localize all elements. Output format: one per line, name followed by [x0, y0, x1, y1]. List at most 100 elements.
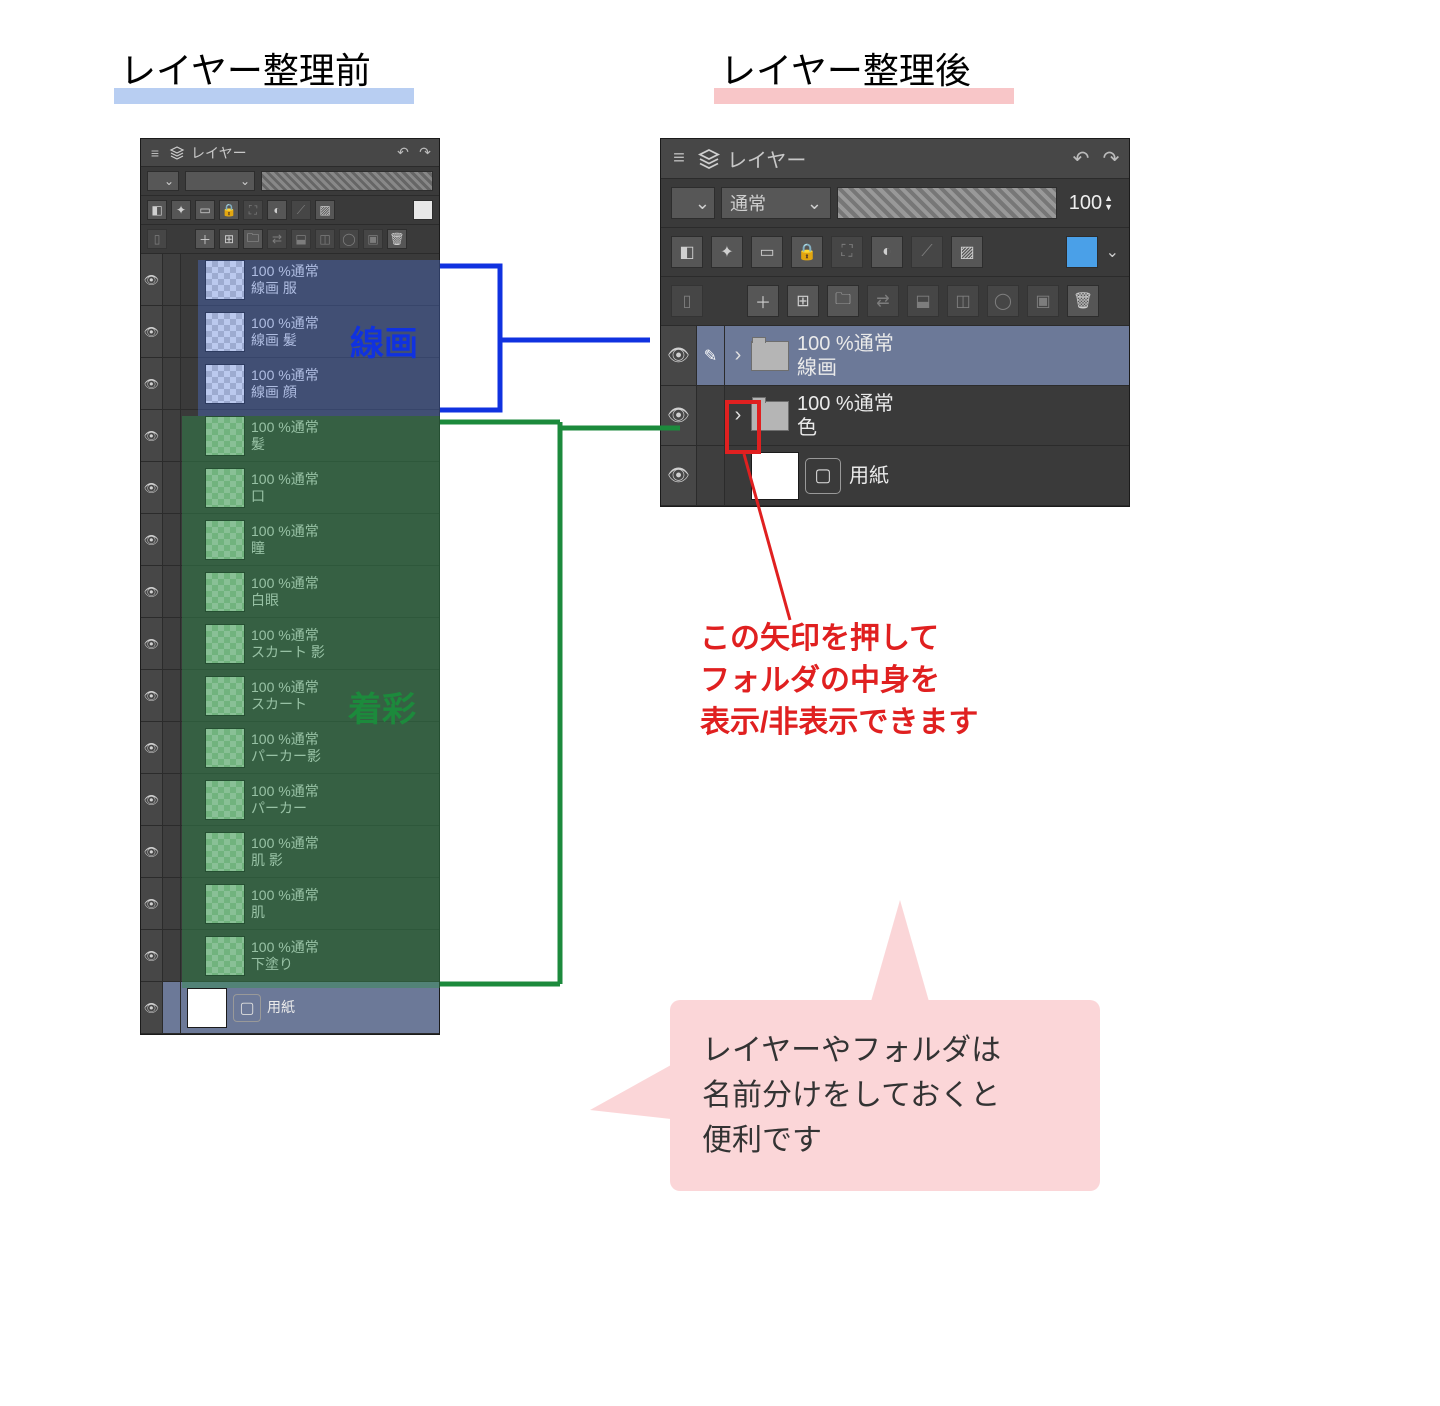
undo-icon[interactable]: ↶ — [1069, 147, 1093, 171]
opacity-value[interactable]: 100▲▼ — [1063, 192, 1119, 215]
lock-col[interactable] — [163, 566, 181, 617]
ruler-icon[interactable]: ⟋ — [911, 236, 943, 268]
fx-icon[interactable]: ▨ — [951, 236, 983, 268]
transfer-icon[interactable]: ⇄ — [267, 229, 287, 249]
ref-icon[interactable]: ✦ — [171, 200, 191, 220]
menu-icon[interactable]: ≡ — [147, 145, 163, 161]
ruler-icon[interactable]: ⟋ — [291, 200, 311, 220]
combine-icon[interactable]: ◫ — [947, 285, 979, 317]
layer-row[interactable]: 👁 100 %通常下塗り — [141, 930, 439, 982]
layer-row[interactable]: 👁 100 %通常パーカー — [141, 774, 439, 826]
expand-icon[interactable]: ⛶ — [831, 236, 863, 268]
blend-opacity-row: ⌄ 通常⌄ 100▲▼ — [661, 179, 1129, 228]
apply-mask-icon[interactable]: ▣ — [363, 229, 383, 249]
lock-col[interactable] — [163, 982, 181, 1033]
layer-row[interactable]: 👁 100 %通常線画 顔 — [141, 358, 439, 410]
lock-col[interactable] — [163, 670, 181, 721]
lock-col[interactable] — [697, 386, 725, 445]
mask2-icon[interactable]: ◯ — [987, 285, 1019, 317]
lock-col[interactable] — [163, 826, 181, 877]
paper-layer-row[interactable]: 👁 ▢ 用紙 — [661, 446, 1129, 506]
visibility-icon[interactable]: 👁 — [141, 982, 163, 1033]
new-folder-icon[interactable]: 🗀 — [243, 229, 263, 249]
new-layer2-icon[interactable]: ⊞ — [787, 285, 819, 317]
palette-color-dropdown[interactable]: ⌄ — [147, 171, 179, 191]
layer-color-icon[interactable] — [1066, 236, 1098, 268]
expand-icon[interactable]: ⛶ — [243, 200, 263, 220]
lock-col[interactable] — [163, 722, 181, 773]
visibility-icon[interactable]: 👁 — [141, 618, 163, 669]
lock-col[interactable] — [163, 774, 181, 825]
underline-before — [114, 88, 414, 104]
mask2-icon[interactable]: ◯ — [339, 229, 359, 249]
chevron-right-icon[interactable]: › — [725, 344, 751, 367]
clip-icon[interactable]: ◧ — [147, 200, 167, 220]
edit-indicator-icon[interactable]: ✎ — [697, 326, 725, 385]
lock-col[interactable] — [163, 930, 181, 981]
new-layer-icon[interactable]: ＋ — [195, 229, 215, 249]
visibility-icon[interactable]: 👁 — [141, 514, 163, 565]
fx-icon[interactable]: ▨ — [315, 200, 335, 220]
blend-mode-dropdown[interactable]: 通常⌄ — [721, 187, 831, 219]
visibility-icon[interactable]: 👁 — [141, 878, 163, 929]
draft-icon[interactable]: ▭ — [751, 236, 783, 268]
lock-col[interactable] — [163, 358, 181, 409]
lock-col[interactable] — [163, 306, 181, 357]
paper-layer-row[interactable]: 👁 ▢ 用紙 — [141, 982, 439, 1034]
palette-color-dropdown[interactable]: ⌄ — [671, 187, 715, 219]
blend-mode-dropdown[interactable]: ⌄ — [185, 171, 255, 191]
lock-col[interactable] — [697, 446, 725, 505]
redo-icon[interactable]: ↷ — [417, 145, 433, 161]
visibility-icon[interactable]: 👁 — [141, 462, 163, 513]
lock-col[interactable] — [163, 254, 181, 305]
mask-icon[interactable]: ◐ — [267, 200, 287, 220]
redo-icon[interactable]: ↷ — [1099, 147, 1123, 171]
layer-row[interactable]: 👁 100 %通常口 — [141, 462, 439, 514]
mask-icon[interactable]: ◐ — [871, 236, 903, 268]
visibility-icon[interactable]: 👁 — [141, 566, 163, 617]
layer-color-icon[interactable] — [413, 200, 433, 220]
lock-icon[interactable]: 🔒 — [219, 200, 239, 220]
merge-icon[interactable]: ⬓ — [907, 285, 939, 317]
visibility-icon[interactable]: 👁 — [141, 410, 163, 461]
lock-col[interactable] — [163, 878, 181, 929]
lock-col[interactable] — [163, 410, 181, 461]
delete-icon[interactable]: 🗑 — [1067, 285, 1099, 317]
layer-toolbar-2: ▯ ＋ ⊞ 🗀 ⇄ ⬓ ◫ ◯ ▣ 🗑 — [661, 277, 1129, 326]
lock-icon[interactable]: 🔒 — [791, 236, 823, 268]
layer-row[interactable]: 👁 100 %通常スカート 影 — [141, 618, 439, 670]
layer-row[interactable]: 👁 100 %通常白眼 — [141, 566, 439, 618]
apply-mask-icon[interactable]: ▣ — [1027, 285, 1059, 317]
layer-row[interactable]: 👁 100 %通常髪 — [141, 410, 439, 462]
layer-row[interactable]: 👁 100 %通常 線画 服 — [141, 254, 439, 306]
merge-icon[interactable]: ⬓ — [291, 229, 311, 249]
visibility-icon[interactable]: 👁 — [141, 774, 163, 825]
menu-icon[interactable]: ≡ — [667, 147, 691, 171]
visibility-icon[interactable]: 👁 — [141, 930, 163, 981]
opacity-slider[interactable] — [837, 187, 1057, 219]
opacity-slider[interactable] — [261, 171, 433, 191]
transfer-icon[interactable]: ⇄ — [867, 285, 899, 317]
new-folder-icon[interactable]: 🗀 — [827, 285, 859, 317]
new-layer-icon[interactable]: ＋ — [747, 285, 779, 317]
draft-icon[interactable]: ▭ — [195, 200, 215, 220]
layer-row[interactable]: 👁 100 %通常瞳 — [141, 514, 439, 566]
two-pane-icon[interactable]: ▯ — [147, 229, 167, 249]
visibility-icon[interactable]: 👁 — [141, 826, 163, 877]
delete-icon[interactable]: 🗑 — [387, 229, 407, 249]
layer-row[interactable]: 👁 100 %通常肌 影 — [141, 826, 439, 878]
visibility-icon[interactable]: 👁 — [141, 722, 163, 773]
folder-row-lineart[interactable]: 👁 ✎ › 100 %通常線画 — [661, 326, 1129, 386]
lock-col[interactable] — [163, 618, 181, 669]
undo-icon[interactable]: ↶ — [395, 145, 411, 161]
lock-col[interactable] — [163, 514, 181, 565]
new-layer2-icon[interactable]: ⊞ — [219, 229, 239, 249]
visibility-icon[interactable]: 👁 — [141, 254, 163, 305]
combine-icon[interactable]: ◫ — [315, 229, 335, 249]
ref-icon[interactable]: ✦ — [711, 236, 743, 268]
visibility-icon[interactable]: 👁 — [141, 306, 163, 357]
layer-row[interactable]: 👁 100 %通常肌 — [141, 878, 439, 930]
visibility-icon[interactable]: 👁 — [141, 358, 163, 409]
visibility-icon[interactable]: 👁 — [141, 670, 163, 721]
lock-col[interactable] — [163, 462, 181, 513]
